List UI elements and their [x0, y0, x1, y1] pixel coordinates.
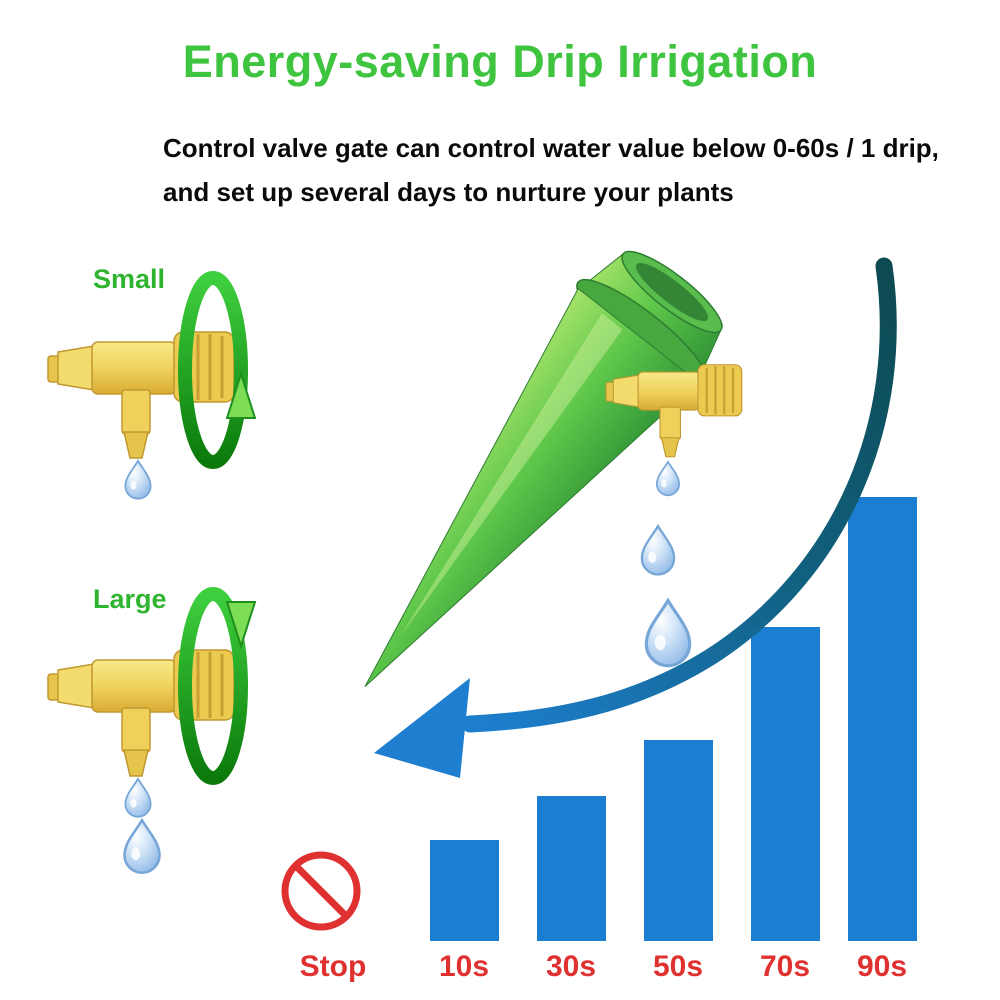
small-valve-illustration — [46, 271, 257, 500]
drip-spike-illustration — [364, 250, 743, 687]
water-drop-icon — [640, 525, 676, 576]
water-drop-icon — [124, 459, 152, 500]
water-drop-icon — [124, 778, 152, 818]
bar-label-10s: 10s — [438, 950, 490, 983]
subtitle-line-1: Control valve gate can control water val… — [163, 133, 939, 163]
rotation-arrowhead-down-icon — [225, 601, 257, 650]
bar-90s — [848, 497, 917, 941]
water-drop-icon — [644, 598, 692, 668]
water-drop-icon — [655, 460, 681, 497]
stop-label: Stop — [299, 950, 367, 983]
bar-70s — [751, 627, 820, 941]
subtitle: Control valve gate can control water val… — [163, 126, 939, 214]
rotation-arrow-small-icon — [178, 271, 248, 469]
subtitle-line-2: and set up several days to nurture your … — [163, 177, 734, 207]
bar-30s — [537, 796, 606, 941]
large-valve-label: Large — [93, 584, 167, 614]
large-valve-illustration — [46, 587, 257, 874]
bar-label-30s: 30s — [545, 950, 597, 983]
water-drop-icon — [123, 819, 161, 874]
bar-50s — [644, 740, 713, 941]
no-sign-icon — [281, 851, 361, 931]
bar-10s — [430, 840, 499, 941]
bar-label-50s: 50s — [652, 950, 704, 983]
rotation-arrow-large-icon — [178, 587, 248, 785]
bar-label-70s: 70s — [759, 950, 811, 983]
small-valve-label: Small — [93, 264, 166, 294]
bar-label-90s: 90s — [856, 950, 908, 983]
page-title: Energy-saving Drip Irrigation — [182, 36, 818, 87]
rotation-arrowhead-up-icon — [225, 370, 257, 419]
spike-valve-icon — [604, 363, 743, 458]
